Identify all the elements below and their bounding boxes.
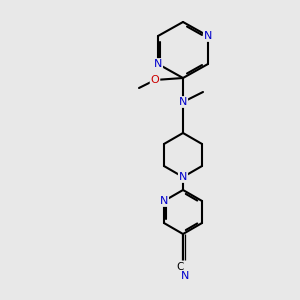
Text: N: N xyxy=(154,59,162,69)
Text: O: O xyxy=(151,75,159,85)
Text: N: N xyxy=(181,271,189,281)
Text: C: C xyxy=(176,262,184,272)
Text: N: N xyxy=(179,97,187,107)
Text: N: N xyxy=(160,196,168,206)
Text: N: N xyxy=(204,31,212,41)
Text: N: N xyxy=(179,172,187,182)
